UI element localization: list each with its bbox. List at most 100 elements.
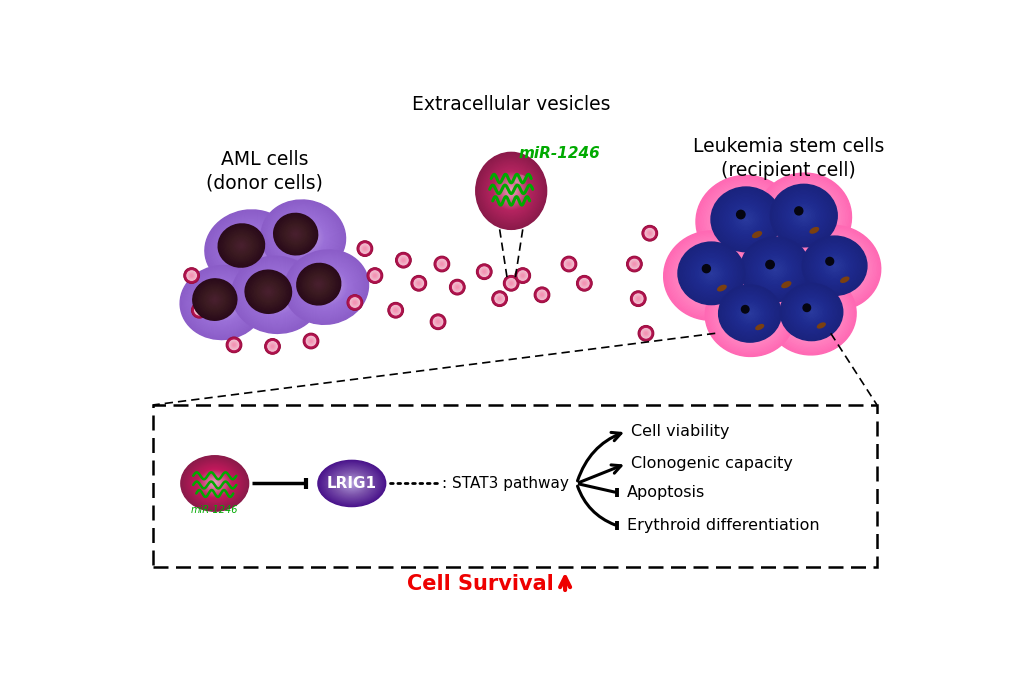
Circle shape — [352, 299, 358, 306]
Ellipse shape — [833, 264, 836, 267]
Ellipse shape — [203, 286, 242, 319]
Ellipse shape — [738, 238, 812, 306]
Ellipse shape — [701, 264, 720, 282]
Ellipse shape — [254, 279, 282, 305]
Circle shape — [629, 259, 639, 269]
Ellipse shape — [229, 232, 269, 266]
Circle shape — [347, 295, 362, 310]
Ellipse shape — [296, 260, 357, 314]
Circle shape — [534, 287, 549, 303]
Circle shape — [390, 306, 400, 315]
Ellipse shape — [796, 300, 826, 328]
Circle shape — [439, 262, 443, 266]
Circle shape — [367, 268, 382, 283]
Circle shape — [510, 283, 512, 284]
Ellipse shape — [684, 248, 738, 298]
Ellipse shape — [806, 242, 861, 293]
Ellipse shape — [494, 173, 527, 209]
Circle shape — [398, 256, 408, 264]
Circle shape — [536, 290, 546, 300]
Circle shape — [394, 309, 396, 312]
Ellipse shape — [244, 267, 309, 323]
Ellipse shape — [299, 234, 307, 241]
Ellipse shape — [787, 201, 819, 231]
Ellipse shape — [283, 219, 323, 254]
Ellipse shape — [286, 252, 366, 322]
Ellipse shape — [332, 470, 371, 497]
Circle shape — [391, 306, 399, 314]
Circle shape — [498, 298, 500, 299]
Circle shape — [393, 309, 396, 312]
Ellipse shape — [691, 254, 731, 292]
Circle shape — [627, 256, 641, 271]
Circle shape — [627, 257, 641, 271]
Circle shape — [561, 257, 576, 271]
Circle shape — [370, 271, 379, 281]
Ellipse shape — [269, 289, 282, 301]
Ellipse shape — [294, 229, 312, 244]
Ellipse shape — [795, 208, 811, 223]
Circle shape — [536, 289, 547, 301]
Ellipse shape — [294, 259, 358, 315]
Ellipse shape — [768, 275, 853, 353]
Ellipse shape — [256, 277, 297, 312]
Circle shape — [395, 253, 411, 267]
Ellipse shape — [313, 279, 324, 289]
Circle shape — [350, 298, 359, 307]
Circle shape — [438, 260, 445, 267]
Circle shape — [628, 258, 640, 271]
Circle shape — [642, 226, 656, 240]
Circle shape — [517, 270, 528, 281]
Circle shape — [639, 327, 651, 339]
Ellipse shape — [197, 469, 232, 498]
Ellipse shape — [246, 271, 290, 312]
Circle shape — [516, 269, 529, 283]
Ellipse shape — [275, 213, 330, 261]
Ellipse shape — [192, 464, 237, 503]
Ellipse shape — [500, 180, 521, 202]
Circle shape — [539, 292, 544, 297]
Ellipse shape — [224, 229, 259, 262]
Circle shape — [497, 297, 500, 300]
Ellipse shape — [201, 472, 228, 495]
Circle shape — [389, 304, 401, 316]
Ellipse shape — [198, 284, 231, 315]
Circle shape — [626, 256, 642, 272]
Ellipse shape — [495, 174, 526, 208]
Ellipse shape — [316, 282, 321, 286]
Ellipse shape — [737, 302, 761, 325]
Ellipse shape — [684, 250, 738, 301]
Ellipse shape — [245, 268, 308, 322]
Ellipse shape — [769, 186, 837, 250]
Ellipse shape — [727, 295, 772, 336]
Ellipse shape — [325, 286, 327, 288]
Ellipse shape — [797, 299, 824, 324]
Ellipse shape — [779, 285, 843, 343]
Circle shape — [481, 269, 486, 275]
Ellipse shape — [738, 304, 760, 324]
Ellipse shape — [253, 278, 283, 306]
Ellipse shape — [274, 293, 278, 297]
Ellipse shape — [286, 226, 305, 242]
Ellipse shape — [194, 466, 235, 501]
Ellipse shape — [705, 269, 716, 279]
Ellipse shape — [714, 284, 784, 347]
Ellipse shape — [827, 260, 841, 272]
Circle shape — [359, 243, 370, 254]
Ellipse shape — [201, 286, 229, 313]
Ellipse shape — [479, 156, 542, 225]
Ellipse shape — [694, 260, 727, 291]
Circle shape — [480, 267, 488, 276]
Circle shape — [568, 263, 570, 265]
Text: Apoptosis: Apoptosis — [626, 485, 704, 500]
Ellipse shape — [313, 275, 339, 299]
Ellipse shape — [807, 309, 814, 316]
Ellipse shape — [763, 261, 786, 282]
Ellipse shape — [207, 477, 222, 490]
Ellipse shape — [266, 286, 286, 304]
Circle shape — [373, 275, 376, 277]
Circle shape — [191, 275, 193, 277]
Ellipse shape — [669, 238, 752, 314]
Ellipse shape — [704, 183, 787, 260]
Ellipse shape — [771, 269, 777, 275]
